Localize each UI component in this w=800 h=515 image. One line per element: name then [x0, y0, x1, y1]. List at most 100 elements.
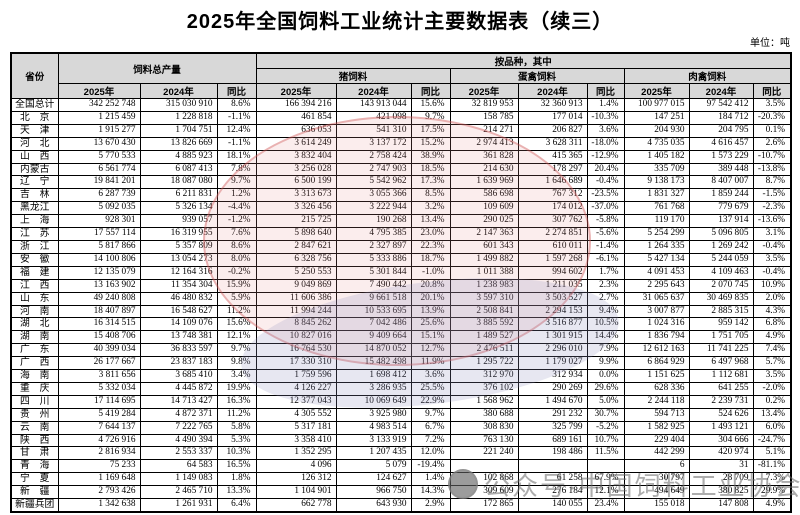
- value-cell: 184 712: [688, 110, 754, 125]
- value-cell: -0.4%: [752, 239, 792, 254]
- value-cell: 5.7%: [752, 356, 792, 371]
- value-cell: 18 407 897: [57, 304, 141, 319]
- value-cell: 25.5%: [410, 381, 451, 396]
- table-row: 内蒙古 6 561 774 6 087 413 7.8% 3 256 028 2 747 …: [10, 162, 792, 177]
- value-cell: 4 091 453: [623, 265, 690, 280]
- value-cell: 140 055: [517, 498, 588, 513]
- value-cell: 29.9%: [752, 485, 792, 500]
- table-row: 四 川 17 114 695 14 713 427 16.3% 12 377 043 10…: [10, 394, 792, 409]
- value-cell: -6.1%: [586, 252, 625, 267]
- value-cell: 1 264 335: [623, 239, 690, 254]
- value-cell: 18.1%: [216, 149, 257, 164]
- value-cell: -24.7%: [752, 433, 792, 448]
- value-cell: -0.2%: [216, 265, 257, 280]
- value-cell: 2 847 621: [255, 239, 337, 254]
- value-cell: -10.7%: [752, 149, 792, 164]
- value-cell: 177 014: [517, 110, 588, 125]
- value-cell: 14 870 052: [335, 343, 412, 358]
- table-row: 全国总计 342 252 748 315 030 910 8.6% 166 394 21…: [10, 98, 792, 112]
- value-cell: 14 100 806: [57, 252, 141, 267]
- value-cell: 7.2%: [410, 433, 451, 448]
- value-cell: 5 326 134: [139, 201, 218, 216]
- value-cell: 3 811 656: [57, 369, 141, 383]
- header-year-2024: 2024年: [688, 83, 754, 99]
- value-cell: 959 142: [688, 317, 754, 332]
- value-cell: 31: [688, 459, 754, 474]
- value-cell: 97 542 412: [688, 98, 754, 112]
- value-cell: 3 133 919: [335, 433, 412, 448]
- value-cell: 14.4%: [586, 330, 625, 345]
- value-cell: 13.9%: [410, 304, 451, 319]
- table-row: 湖 南 15 408 706 13 748 381 12.1% 10 827 016 9 …: [10, 330, 792, 345]
- value-cell: 1 751 705: [688, 330, 754, 345]
- value-cell: 4 872 371: [139, 407, 218, 422]
- value-cell: 143 913 044: [335, 98, 412, 112]
- value-cell: 12.1%: [586, 485, 625, 500]
- value-cell: -5.2%: [586, 420, 625, 435]
- value-cell: 4.9%: [752, 498, 792, 513]
- province-cell: 广 西: [10, 356, 59, 371]
- value-cell: 6.4%: [216, 498, 257, 513]
- value-cell: -0.4%: [752, 265, 792, 280]
- value-cell: 26 177 667: [57, 356, 141, 371]
- value-cell: 198 486: [517, 446, 588, 461]
- table-row: 江 西 13 163 902 11 354 304 15.9% 9 049 869 7 4…: [10, 278, 792, 293]
- value-cell: 6.0%: [752, 420, 792, 435]
- value-cell: -1.0%: [410, 265, 451, 280]
- value-cell: 304 666: [688, 433, 754, 448]
- value-cell: 25.6%: [410, 317, 451, 332]
- value-cell: 5 419 284: [57, 407, 141, 422]
- value-cell: 11.2%: [216, 407, 257, 422]
- province-cell: 宁 夏: [10, 472, 59, 487]
- value-cell: -5.6%: [586, 227, 625, 241]
- value-cell: 15.1%: [410, 330, 451, 345]
- value-cell: 15.6%: [410, 98, 451, 112]
- value-cell: 2.0%: [752, 291, 792, 306]
- province-cell: 山 东: [10, 291, 59, 306]
- value-cell: 1 831 327: [623, 188, 690, 203]
- value-cell: 1 011 388: [449, 265, 519, 280]
- value-cell: 1 295 722: [449, 356, 519, 371]
- province-cell: 安 徽: [10, 252, 59, 267]
- value-cell: 109 609: [449, 201, 519, 216]
- header-year-2025: 2025年: [255, 83, 337, 99]
- value-cell: -20.3%: [752, 110, 792, 125]
- value-cell: 276 184: [517, 485, 588, 500]
- header-row-years: 2025年 2024年 同比 2025年 2024年 同比 2025年 2024…: [11, 83, 792, 99]
- value-cell: 4.9%: [752, 330, 792, 345]
- value-cell: 16 319 955: [139, 227, 218, 241]
- value-cell: 601 343: [449, 239, 519, 254]
- value-cell: 4 096: [255, 459, 337, 474]
- value-cell: 8.5%: [410, 188, 451, 203]
- header-meat-poultry-feed: 肉禽饲料: [623, 68, 792, 84]
- value-cell: 5 250 553: [255, 265, 337, 280]
- value-cell: 2 747 903: [335, 162, 412, 177]
- value-cell: 6 211 831: [139, 188, 218, 203]
- value-cell: 20.8%: [410, 278, 451, 293]
- value-cell: 7.8%: [216, 162, 257, 177]
- value-cell: 3.5%: [752, 252, 792, 267]
- header-year-2025: 2025年: [623, 83, 690, 99]
- value-cell: 3 055 366: [335, 188, 412, 203]
- value-cell: -1.1%: [216, 136, 257, 151]
- province-cell: 吉 林: [10, 188, 59, 203]
- feed-statistics-table: 省份 饲料总产量 按品种，其中 猪饲料 蛋禽饲料 肉禽饲料 2025年 2024…: [10, 52, 793, 513]
- value-cell: 1 646 689: [517, 175, 588, 190]
- value-cell: 16.3%: [216, 394, 257, 409]
- value-cell: 23.4%: [586, 498, 625, 513]
- value-cell: 586 698: [449, 188, 519, 203]
- value-cell: 17 114 695: [57, 394, 141, 409]
- value-cell: 20.1%: [410, 291, 451, 306]
- value-cell: 7.3%: [752, 472, 792, 487]
- value-cell: 13.4%: [410, 214, 451, 229]
- table-row: 湖 北 16 314 515 14 109 076 15.6% 8 845 262 7 0…: [10, 317, 792, 332]
- value-cell: 1 573 229: [688, 149, 754, 164]
- value-cell: 49 240 808: [57, 291, 141, 306]
- value-cell: 3 516 877: [517, 317, 588, 332]
- value-cell: 6 497 968: [688, 356, 754, 371]
- value-cell: 13 054 273: [139, 252, 218, 267]
